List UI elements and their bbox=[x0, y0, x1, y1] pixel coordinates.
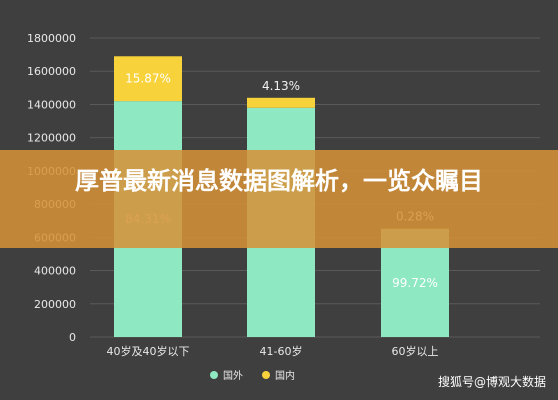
y-tick-label: 400000 bbox=[34, 265, 76, 278]
legend-label: 国外 bbox=[223, 370, 243, 382]
y-tick-label: 1400000 bbox=[27, 98, 76, 111]
y-tick-label: 1800000 bbox=[27, 32, 76, 45]
source-label: 搜狐号@博观大数据 bbox=[437, 375, 546, 389]
banner-title: 厚普最新消息数据图解析，一览众瞩目 bbox=[75, 167, 483, 195]
title-banner: 厚普最新消息数据图解析，一览众瞩目 bbox=[0, 150, 558, 248]
y-tick-label: 0 bbox=[69, 331, 76, 344]
legend-marker bbox=[262, 371, 270, 379]
y-tick-label: 1200000 bbox=[27, 132, 76, 145]
x-tick-label: 40岁及40岁以下 bbox=[107, 344, 190, 358]
x-tick-label: 60岁以上 bbox=[392, 344, 439, 358]
legend-marker bbox=[210, 371, 218, 379]
data-label-domestic: 4.13% bbox=[262, 79, 300, 93]
bar-domestic bbox=[114, 56, 182, 102]
x-tick-label: 41-60岁 bbox=[260, 344, 303, 358]
data-label-domestic: 15.87% bbox=[125, 72, 171, 86]
bar-domestic bbox=[247, 97, 315, 108]
data-label-foreign: 99.72% bbox=[392, 276, 438, 290]
legend-label: 国内 bbox=[275, 369, 295, 382]
y-tick-label: 1600000 bbox=[27, 65, 76, 78]
y-tick-label: 200000 bbox=[34, 298, 76, 311]
